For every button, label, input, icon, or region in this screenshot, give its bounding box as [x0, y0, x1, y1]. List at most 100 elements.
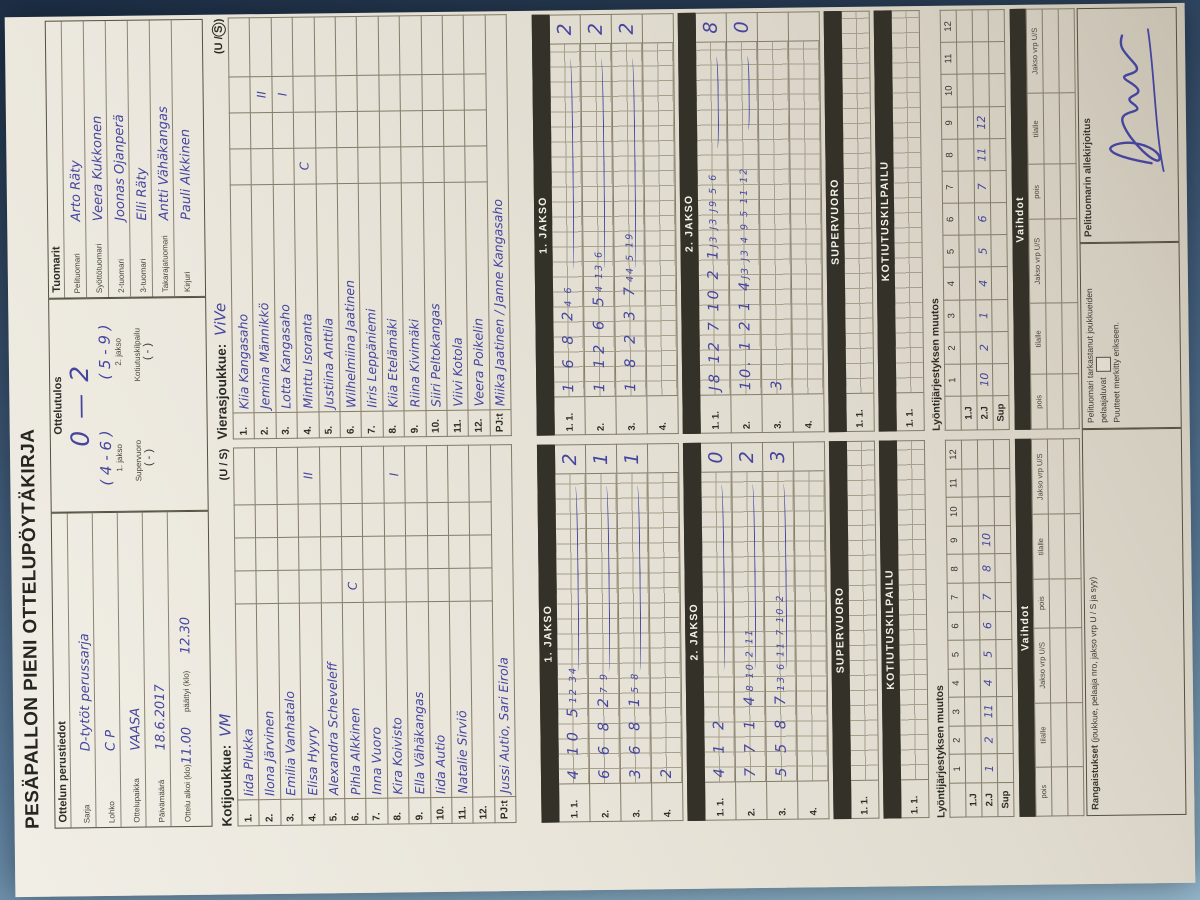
cell: [994, 525, 1011, 555]
inning-label: 4.: [647, 395, 678, 434]
cell: [957, 106, 974, 139]
inning-label: 1. 1.: [559, 783, 590, 822]
cell: [988, 41, 1005, 75]
inning-digits: 3 6 8 1: [626, 692, 645, 779]
cell: 5: [974, 234, 992, 268]
cell: [958, 170, 975, 204]
cell: [1042, 8, 1060, 94]
col-header: 8: [946, 554, 964, 584]
cell: 5: [979, 639, 997, 669]
cell: 1: [981, 754, 998, 783]
inning-label: 4.: [798, 780, 829, 819]
player-name: Iiris Leppäniemi: [358, 183, 383, 412]
cell: [1043, 92, 1061, 165]
home-batting-order-table: 1 2 3 4 5 6 7 8 9 10 11 12 1.J 2.J 1 2 11 4 5 6 7 8 10 Sup: [945, 439, 1015, 818]
us-open: (U /: [212, 36, 226, 55]
cell: 1: [975, 299, 993, 332]
grid-cell: [442, 15, 465, 75]
player-name: Wilhelmiina Jaatinen: [337, 183, 362, 412]
inning-total: [642, 14, 674, 44]
grid-cell: [362, 503, 385, 537]
head-umpire-signature-box: Pelituomarin allekirjoitus: [1076, 6, 1180, 244]
cell: [964, 697, 981, 726]
cell: [996, 725, 1014, 755]
inning-label: 2.: [736, 780, 767, 820]
cell: 2: [980, 725, 998, 755]
grid-cell: [255, 504, 278, 538]
away-team-header: Vierasjoukkue: ViVe (U /S): [208, 19, 231, 440]
inning-grid: J8 12 7 10 2 1 J3 J3 J9 5 6: [696, 42, 731, 395]
pj-names: Miika Jaatinen / Janne Kangasaho: [484, 14, 512, 410]
cell: [1065, 578, 1082, 628]
inning-label: 1. 1.: [846, 392, 874, 431]
us-cell: [357, 75, 380, 112]
grid-cell: [426, 502, 449, 536]
defects-note: Puutteet merkitty erikseen.: [1110, 321, 1122, 423]
us-cell: [335, 75, 358, 112]
grid-cell: [234, 537, 257, 571]
pj-names: Jussi Autio, Sari Eirola: [490, 444, 516, 797]
col-header: 7: [942, 171, 959, 204]
away-roster-table: 1. Kiia Kangasaho 2. Jemina Männikkö II 3. L…: [228, 14, 512, 439]
kirjuri-label: Kirjuri: [182, 271, 193, 293]
cell: [993, 468, 1011, 497]
grid-cell: [379, 110, 401, 148]
us-cell: II: [297, 446, 320, 505]
cell: [991, 266, 1008, 300]
grid-cell: [405, 535, 428, 569]
grid-cell: [249, 17, 272, 77]
cell: [960, 363, 977, 397]
grid-cell: [406, 568, 428, 602]
us-cell: [276, 447, 299, 505]
grid-cell: [443, 110, 466, 147]
grid-cell: [251, 148, 274, 185]
grid-cell: [448, 535, 471, 569]
col-header: Jakso vrp U/S: [1033, 627, 1051, 704]
grid-cell: [298, 536, 321, 571]
col-header: 1: [944, 363, 961, 397]
grid-cell: [420, 15, 443, 75]
grid-cell: [234, 570, 257, 604]
3-tuomari-label: 3-tuomari: [138, 258, 149, 293]
cell: [1044, 218, 1062, 304]
us-cell: [233, 447, 256, 505]
player-name: Emilia Vanhatalo: [278, 603, 302, 800]
cell: [1066, 702, 1084, 767]
inning-label: 1. 1.: [901, 779, 929, 818]
inning-digits: 2: [658, 763, 676, 779]
player-name: Pihla Alkkinen: [342, 602, 367, 799]
cell: [963, 639, 981, 669]
cell: 7: [979, 582, 996, 612]
cell: [988, 9, 1005, 43]
col-header: pois: [1030, 374, 1048, 430]
cell: [992, 331, 1009, 364]
grid-cell: [357, 111, 380, 148]
grid-cell: [270, 17, 294, 77]
alkoi-value: 11.00: [179, 726, 195, 765]
col-header: 3: [943, 299, 961, 332]
us-cell: [468, 444, 491, 503]
col-header: 10: [946, 497, 963, 527]
inning-digits-small: 5 8: [629, 671, 641, 693]
paattyi-label: päättyi (klo): [181, 670, 192, 713]
row-num: 5.: [318, 411, 341, 438]
col-header: 6: [947, 611, 964, 641]
penalties-label: Rangaistukset: [1089, 744, 1102, 811]
takarajatuomari-label: Takarajatuomari: [160, 235, 171, 293]
grid-cell: [400, 146, 423, 183]
inning-label: 4.: [652, 782, 683, 821]
cell: [989, 138, 1007, 171]
col-header: Jakso vrp U/S: [1028, 219, 1046, 304]
paikka-label: Ottelupaikka: [132, 778, 142, 823]
penalties-label-detail: (joukkue, pelaaja nro, jakso vrp U / S j…: [1087, 576, 1100, 746]
grid-cell: [299, 569, 321, 604]
row-num: 8.: [382, 410, 405, 438]
col-header: Jakso vrp U/S: [1026, 9, 1044, 94]
col-header: Jakso vrp U/S: [1031, 439, 1049, 515]
cell: [1059, 92, 1077, 165]
grid-cell: C: [293, 147, 316, 185]
grid-cell: [463, 14, 486, 75]
form-title: PESÄPALLON PIENI OTTELUPÖYTÄKIRJA: [17, 428, 44, 830]
